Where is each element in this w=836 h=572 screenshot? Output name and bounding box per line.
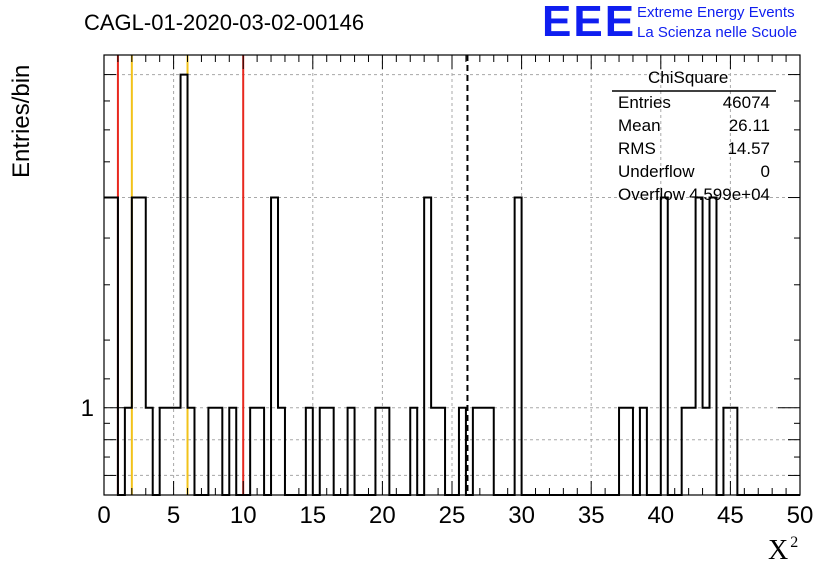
histogram-bin bbox=[375, 408, 382, 495]
histogram-bin bbox=[382, 408, 389, 495]
histogram-bin bbox=[696, 198, 703, 495]
logo-line-2: La Scienza nelle Scuole bbox=[637, 24, 798, 41]
histogram-bin bbox=[229, 408, 236, 495]
stats-row-rms: RMS 14.57 bbox=[618, 139, 770, 161]
histogram-bin bbox=[473, 408, 480, 495]
histogram-bin bbox=[320, 408, 327, 495]
y-tick-labels: 1 bbox=[81, 395, 94, 422]
x-tick-label: 45 bbox=[717, 502, 744, 529]
x-tick-labels: 0 5 10 15 20 25 30 35 40 45 50 bbox=[97, 502, 813, 529]
stats-row-entries: Entries 46074 bbox=[618, 93, 770, 115]
y-tick-label: 1 bbox=[81, 395, 94, 422]
stats-value: 4.599e+04 bbox=[689, 185, 770, 204]
x-tick-label: 5 bbox=[167, 502, 180, 529]
histogram-bin bbox=[111, 198, 118, 495]
stats-row-overflow: Overflow 4.599e+04 bbox=[618, 185, 770, 207]
x-tick-label: 0 bbox=[97, 502, 110, 529]
chart-title: CAGL-01-2020-03-02-00146 bbox=[84, 10, 365, 35]
histogram-bin bbox=[682, 408, 689, 495]
histogram-bin bbox=[278, 408, 285, 495]
histogram-bin bbox=[174, 408, 181, 495]
stats-key: RMS bbox=[618, 139, 656, 158]
histogram-bin bbox=[480, 408, 487, 495]
histogram-bin bbox=[104, 198, 111, 495]
x-axis-label-base: X bbox=[768, 535, 789, 566]
histogram-bin bbox=[250, 408, 257, 495]
stats-row-mean: Mean 26.11 bbox=[618, 116, 770, 138]
histogram-bin bbox=[703, 408, 710, 495]
histogram-bin bbox=[306, 408, 313, 495]
y-axis-label: Entries/bin bbox=[8, 64, 35, 178]
histogram-bin bbox=[348, 408, 355, 495]
x-tick-label: 10 bbox=[230, 502, 257, 529]
x-tick-label: 30 bbox=[508, 502, 535, 529]
eee-logo: EEE bbox=[542, 0, 637, 46]
x-tick-label: 15 bbox=[299, 502, 326, 529]
stats-value: 46074 bbox=[722, 93, 770, 112]
stats-value: 0 bbox=[760, 162, 770, 181]
histogram-bin bbox=[626, 408, 633, 495]
histogram-bin bbox=[410, 408, 417, 495]
histogram-bin bbox=[515, 198, 522, 495]
histogram-bin bbox=[167, 408, 174, 495]
stats-key: Entries bbox=[618, 93, 671, 112]
axis-ticks bbox=[103, 55, 801, 495]
histogram-bin bbox=[215, 408, 222, 495]
histogram-bin bbox=[661, 198, 668, 495]
histogram-bin bbox=[188, 408, 195, 495]
histogram-bin bbox=[125, 408, 132, 495]
stats-key: Underflow bbox=[618, 162, 695, 181]
histogram-bin bbox=[424, 198, 431, 495]
stats-key: Mean bbox=[618, 116, 661, 135]
histogram-bin bbox=[640, 408, 647, 495]
histogram-bin bbox=[327, 408, 334, 495]
histogram-bin bbox=[431, 408, 438, 495]
histogram-bin bbox=[619, 408, 626, 495]
histogram-bin bbox=[730, 408, 737, 495]
stats-box-title: ChiSquare bbox=[648, 68, 729, 87]
histogram-bin bbox=[257, 408, 264, 495]
histogram-bin bbox=[208, 408, 215, 495]
histogram-bin bbox=[160, 408, 167, 495]
histogram-bin bbox=[459, 408, 466, 495]
x-tick-label: 35 bbox=[578, 502, 605, 529]
stats-value: 14.57 bbox=[727, 139, 770, 158]
x-axis-label-superscript: 2 bbox=[790, 534, 799, 551]
histogram-bin bbox=[181, 75, 188, 495]
x-tick-label: 25 bbox=[439, 502, 466, 529]
histogram-bin bbox=[723, 408, 730, 495]
x-tick-label: 20 bbox=[369, 502, 396, 529]
histogram-bin bbox=[710, 198, 717, 495]
histogram-bin bbox=[487, 408, 494, 495]
x-tick-label: 50 bbox=[787, 502, 814, 529]
histogram-bin bbox=[146, 408, 153, 495]
stats-key: Overflow bbox=[618, 185, 686, 204]
logo-line-1: Extreme Energy Events bbox=[637, 4, 795, 21]
histogram-bin bbox=[689, 408, 696, 495]
histogram-bin bbox=[438, 408, 445, 495]
histogram-bin bbox=[271, 198, 278, 495]
histogram-bin bbox=[132, 198, 139, 495]
stats-row-underflow: Underflow 0 bbox=[618, 162, 770, 184]
stats-value: 26.11 bbox=[728, 116, 770, 135]
x-tick-label: 40 bbox=[647, 502, 674, 529]
histogram-bin bbox=[139, 198, 146, 495]
